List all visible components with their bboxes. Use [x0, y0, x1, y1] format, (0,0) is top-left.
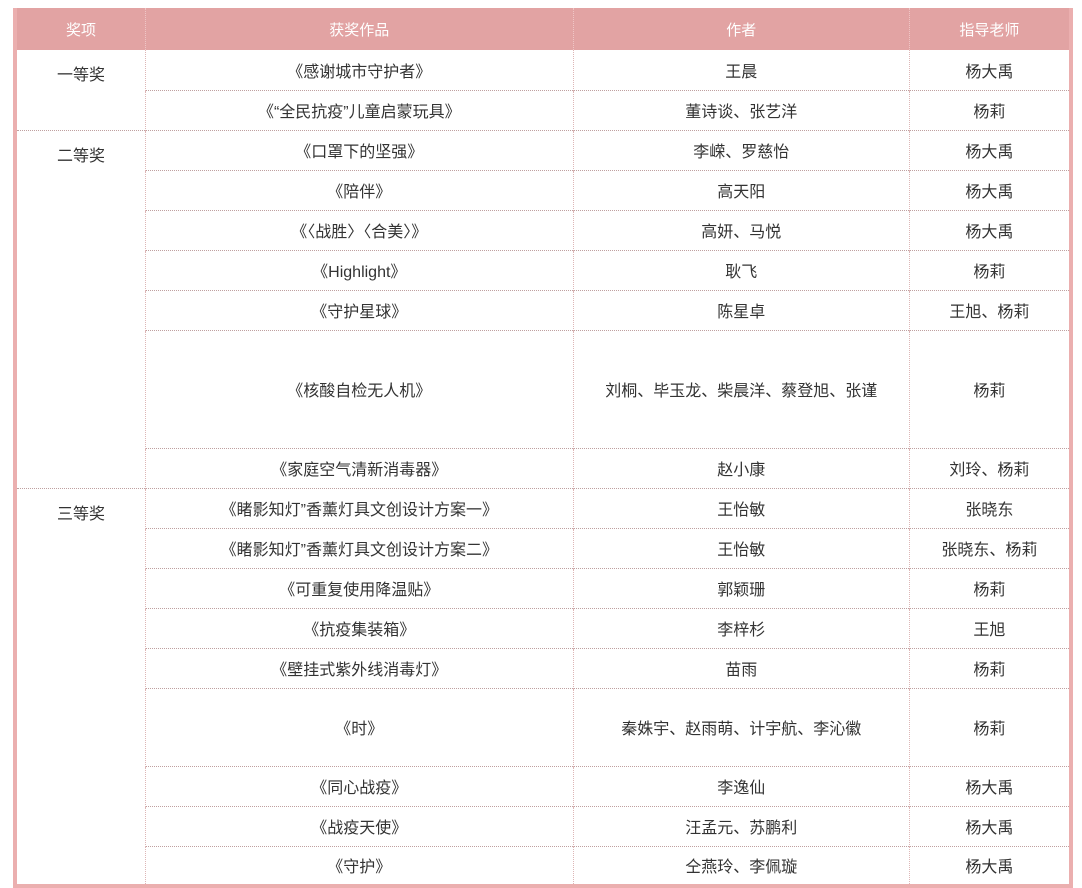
advisors-cell: 杨莉	[908, 89, 1071, 130]
advisors-cell: 王旭	[908, 607, 1071, 648]
authors-cell: 仝燕玲、李佩璇	[572, 845, 910, 886]
table-row: 《守护》 仝燕玲、李佩璇 杨大禹	[15, 845, 1071, 886]
table-row: 《睹影知灯”香薰灯具文创设计方案二》 王怡敏 张晓东、杨莉	[15, 527, 1071, 568]
award-cell: 一等奖	[15, 50, 146, 130]
awards-table-body: 一等奖 《感谢城市守护者》 王晨 杨大禹 《“全民抗疫”儿童启蒙玩具》 董诗谈、张艺洋 杨莉…	[15, 50, 1071, 886]
work-cell: 《守护》	[144, 845, 574, 886]
table-row: 《壁挂式紫外线消毒灯》 苗雨 杨莉	[15, 647, 1071, 688]
work-cell: 《家庭空气清新消毒器》	[144, 447, 574, 488]
advisors-cell: 杨大禹	[908, 50, 1071, 90]
table-row: 一等奖 《感谢城市守护者》 王晨 杨大禹	[15, 50, 1071, 130]
work-cell: 《壁挂式紫外线消毒灯》	[144, 647, 574, 688]
work-cell: 《抗疫集装箱》	[144, 607, 574, 648]
authors-cell: 耿飞	[572, 249, 910, 290]
advisors-cell: 杨大禹	[908, 765, 1071, 806]
col-header-advisors: 指导老师	[908, 8, 1071, 50]
table-row: 《同心战疫》 李逸仙 杨大禹	[15, 765, 1071, 806]
work-cell: 《守护星球》	[144, 289, 574, 330]
award-cell: 三等奖	[15, 487, 146, 886]
authors-cell: 李嵘、罗慈怡	[572, 129, 910, 170]
work-cell: 《核酸自检无人机》	[144, 329, 574, 448]
authors-cell: 李逸仙	[572, 765, 910, 806]
authors-cell: 汪孟元、苏鹏利	[572, 805, 910, 846]
table-row: 《核酸自检无人机》 刘桐、毕玉龙、柴晨洋、蔡登旭、张谨 杨莉	[15, 329, 1071, 448]
work-cell: 《时》	[144, 687, 574, 766]
work-cell: 《睹影知灯”香薰灯具文创设计方案一》	[144, 487, 574, 528]
work-cell: 《感谢城市守护者》	[144, 50, 574, 90]
table-row: 《Highlight》 耿飞 杨莉	[15, 249, 1071, 290]
awards-table: 奖项 获奖作品 作者 指导老师 一等奖 《感谢城市守护者》 王晨 杨大禹 《“全民抗疫”…	[13, 8, 1073, 888]
work-cell: 《同心战疫》	[144, 765, 574, 806]
authors-cell: 王晨	[572, 50, 910, 90]
awards-page: 奖项 获奖作品 作者 指导老师 一等奖 《感谢城市守护者》 王晨 杨大禹 《“全民抗疫”…	[13, 8, 1073, 888]
work-cell: 《“全民抗疫”儿童启蒙玩具》	[144, 89, 574, 130]
advisors-cell: 张晓东	[908, 487, 1071, 528]
work-cell: 《口罩下的坚强》	[144, 129, 574, 170]
authors-cell: 高妍、马悦	[572, 209, 910, 250]
header-row: 奖项 获奖作品 作者 指导老师	[15, 8, 1071, 50]
work-cell: 《战疫天使》	[144, 805, 574, 846]
table-row: 《时》 秦姝宇、赵雨萌、计宇航、李沁徽 杨莉	[15, 687, 1071, 766]
table-row: 《可重复使用降温贴》 郭颖珊 杨莉	[15, 567, 1071, 608]
authors-cell: 高天阳	[572, 169, 910, 210]
authors-cell: 赵小康	[572, 447, 910, 488]
col-header-work: 获奖作品	[144, 8, 574, 50]
table-header: 奖项 获奖作品 作者 指导老师	[15, 8, 1071, 50]
advisors-cell: 张晓东、杨莉	[908, 527, 1071, 568]
advisors-cell: 王旭、杨莉	[908, 289, 1071, 330]
table-row: 《“全民抗疫”儿童启蒙玩具》 董诗谈、张艺洋 杨莉	[15, 89, 1071, 130]
advisors-cell: 刘玲、杨莉	[908, 447, 1071, 488]
table-row: 《守护星球》 陈星卓 王旭、杨莉	[15, 289, 1071, 330]
table-row: 三等奖 《睹影知灯”香薰灯具文创设计方案一》 王怡敏 张晓东	[15, 487, 1071, 886]
authors-cell: 秦姝宇、赵雨萌、计宇航、李沁徽	[572, 687, 910, 766]
authors-cell: 郭颖珊	[572, 567, 910, 608]
advisors-cell: 杨大禹	[908, 209, 1071, 250]
advisors-cell: 杨莉	[908, 687, 1071, 766]
authors-cell: 董诗谈、张艺洋	[572, 89, 910, 130]
authors-cell: 刘桐、毕玉龙、柴晨洋、蔡登旭、张谨	[572, 329, 910, 448]
authors-cell: 王怡敏	[572, 527, 910, 568]
advisors-cell: 杨大禹	[908, 845, 1071, 886]
table-row: 《〈战胜〉〈合美〉》 高妍、马悦 杨大禹	[15, 209, 1071, 250]
advisors-cell: 杨莉	[908, 567, 1071, 608]
table-row: 《战疫天使》 汪孟元、苏鹏利 杨大禹	[15, 805, 1071, 846]
table-row: 《陪伴》 高天阳 杨大禹	[15, 169, 1071, 210]
authors-cell: 苗雨	[572, 647, 910, 688]
advisors-cell: 杨莉	[908, 249, 1071, 290]
table-row: 《抗疫集装箱》 李梓杉 王旭	[15, 607, 1071, 648]
work-cell: 《Highlight》	[144, 249, 574, 290]
authors-cell: 李梓杉	[572, 607, 910, 648]
award-cell: 二等奖	[15, 129, 146, 488]
work-cell: 《陪伴》	[144, 169, 574, 210]
advisors-cell: 杨莉	[908, 329, 1071, 448]
col-header-award: 奖项	[15, 8, 146, 50]
advisors-cell: 杨莉	[908, 647, 1071, 688]
table-row: 二等奖 《口罩下的坚强》 李嵘、罗慈怡 杨大禹	[15, 129, 1071, 488]
work-cell: 《睹影知灯”香薰灯具文创设计方案二》	[144, 527, 574, 568]
advisors-cell: 杨大禹	[908, 169, 1071, 210]
col-header-authors: 作者	[572, 8, 910, 50]
authors-cell: 王怡敏	[572, 487, 910, 528]
authors-cell: 陈星卓	[572, 289, 910, 330]
advisors-cell: 杨大禹	[908, 129, 1071, 170]
work-cell: 《〈战胜〉〈合美〉》	[144, 209, 574, 250]
table-row: 《家庭空气清新消毒器》 赵小康 刘玲、杨莉	[15, 447, 1071, 488]
work-cell: 《可重复使用降温贴》	[144, 567, 574, 608]
advisors-cell: 杨大禹	[908, 805, 1071, 846]
